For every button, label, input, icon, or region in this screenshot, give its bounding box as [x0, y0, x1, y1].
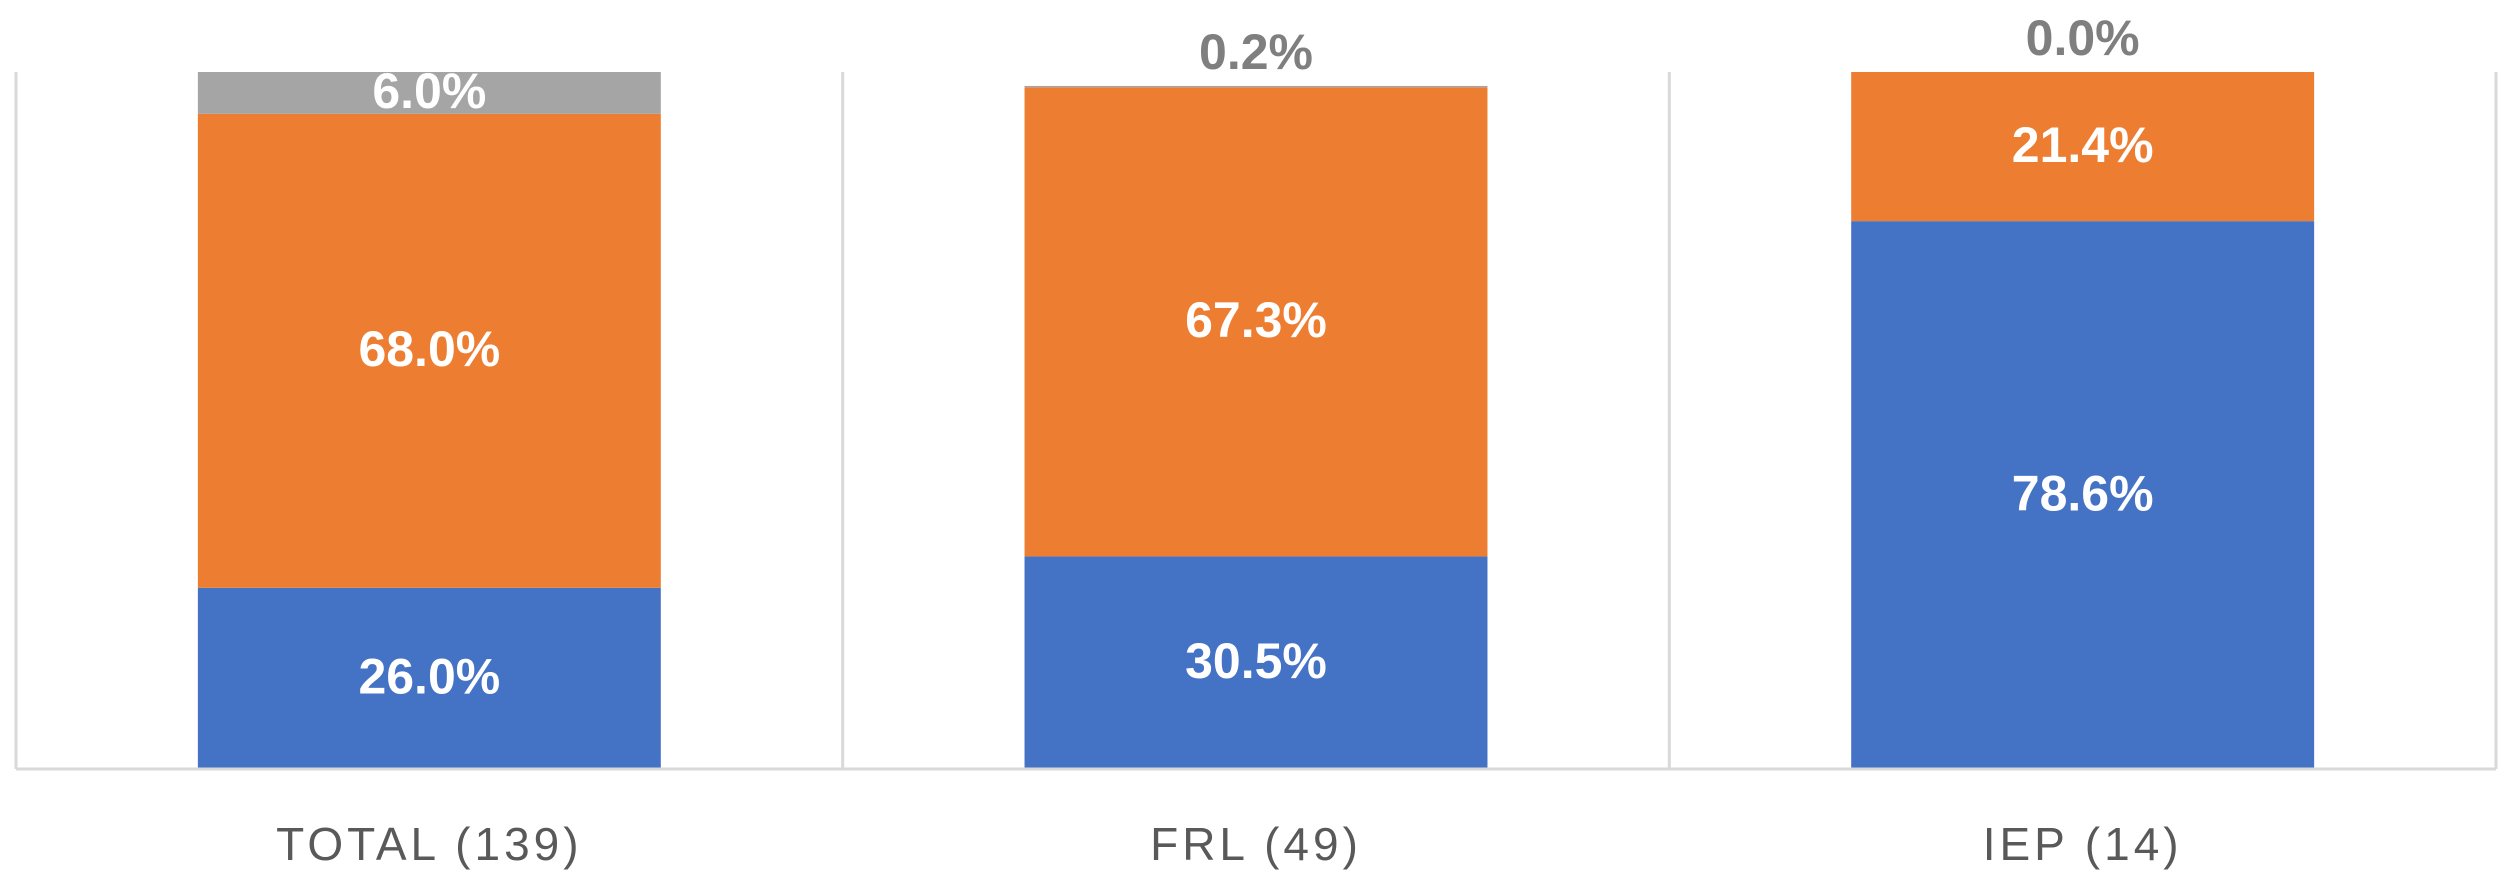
data-label: 0.0%: [2026, 10, 2140, 66]
x-tick-label: IEP (14): [1983, 818, 2183, 870]
bar-segment: [1851, 72, 2315, 222]
data-label: 21.4%: [2012, 117, 2154, 173]
data-label: 78.6%: [2012, 465, 2154, 521]
data-label: 0.2%: [1199, 24, 1313, 80]
bar-segment: [197, 587, 661, 769]
bar-segment: [1851, 221, 2315, 769]
x-tick-label: FRL (49): [1150, 818, 1362, 870]
data-label: 67.3%: [1185, 292, 1327, 348]
data-label: 6.0%: [372, 63, 486, 119]
data-label: 26.0%: [358, 649, 500, 705]
bar-segment: [1024, 556, 1488, 769]
data-label: 30.5%: [1185, 633, 1327, 689]
bar-segment: [1024, 85, 1488, 88]
bar-segment: [197, 113, 661, 588]
data-label: 68.0%: [358, 321, 500, 377]
bar-segment: [1024, 87, 1488, 557]
bar-segment: [197, 72, 661, 114]
x-tick-label: TOTAL (139): [276, 818, 582, 870]
